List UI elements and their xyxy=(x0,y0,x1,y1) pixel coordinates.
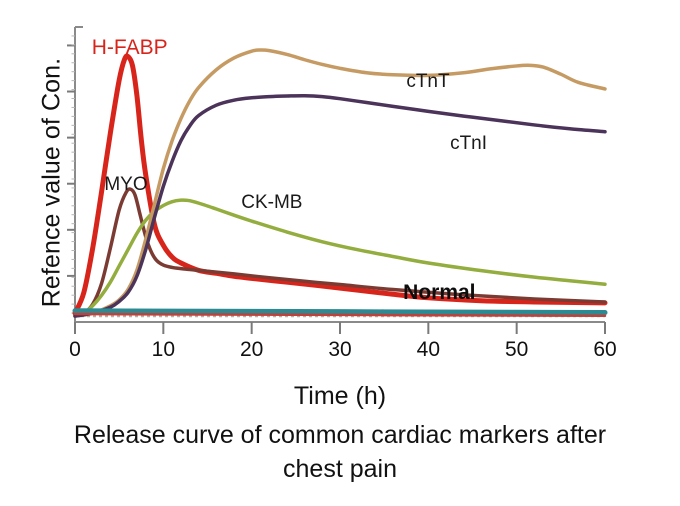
series-label-ctnt: cTnT xyxy=(406,71,450,93)
series-curve-ck-mb xyxy=(73,198,607,318)
series-label-normal: Normal xyxy=(403,281,476,305)
series-curve-normal-lower xyxy=(73,312,607,318)
series-label-h-fabp: H-FABP xyxy=(91,35,168,59)
x-tick-label: 10 xyxy=(151,338,175,361)
series-curve-myo xyxy=(73,187,607,318)
x-tick-label: 50 xyxy=(504,338,529,361)
caption-line-1: Release curve of common cardiac markers … xyxy=(73,421,607,449)
series-curve-normal xyxy=(72,308,608,316)
x-tick-label: 30 xyxy=(328,338,352,361)
x-tick-label: 60 xyxy=(593,338,617,361)
series-curve-ctni xyxy=(73,93,607,318)
series-label-ctni: cTnI xyxy=(450,133,488,154)
caption-line-2: chest pain xyxy=(283,455,397,483)
series-curve-h-fabp xyxy=(72,53,608,316)
series-curve-ctnt xyxy=(73,48,607,318)
x-tick-label: 40 xyxy=(416,338,440,361)
x-tick-label: 20 xyxy=(239,338,264,361)
series-label-ck-mb: CK-MB xyxy=(241,192,303,213)
figure-caption: Release curve of common cardiac markers … xyxy=(0,418,680,486)
series-label-myo: MYO xyxy=(104,174,148,196)
x-axis-label: Time (h) xyxy=(293,382,387,410)
x-tick-label: 0 xyxy=(69,338,81,361)
